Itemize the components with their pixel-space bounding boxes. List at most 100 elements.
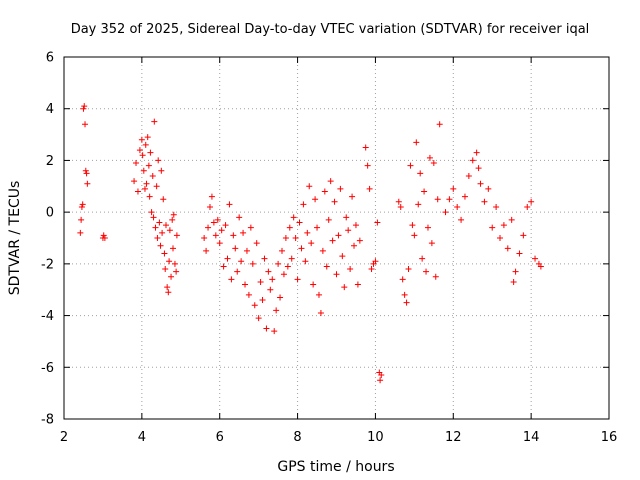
data-point [322, 188, 328, 194]
data-point [159, 230, 165, 236]
x-tick-label: 6 [216, 430, 224, 445]
data-point [261, 256, 267, 262]
data-point [273, 307, 279, 313]
data-point [170, 245, 176, 251]
data-point [232, 245, 238, 251]
y-tick-label: -2 [41, 257, 54, 272]
data-point [328, 178, 334, 184]
data-point [151, 214, 157, 220]
data-point [140, 152, 146, 158]
data-point [207, 204, 213, 210]
data-point [425, 225, 431, 231]
data-point [279, 248, 285, 254]
data-point [481, 199, 487, 205]
data-point [246, 292, 252, 298]
y-axis-label: SDTVAR / TECUs [7, 181, 23, 296]
y-tick-label: 4 [46, 102, 54, 117]
data-point [234, 269, 240, 275]
data-point [516, 251, 522, 257]
data-point [285, 263, 291, 269]
data-point [485, 186, 491, 192]
data-point [154, 235, 160, 241]
data-point [409, 222, 415, 228]
data-point [431, 160, 437, 166]
data-point [265, 269, 271, 275]
data-point [532, 256, 538, 262]
data-point [341, 284, 347, 290]
data-point [489, 225, 495, 231]
data-point [156, 219, 162, 225]
chart-title: Day 352 of 2025, Sidereal Day-to-day VTE… [71, 22, 590, 37]
data-point [149, 209, 155, 215]
data-point [310, 282, 316, 288]
data-point [221, 263, 227, 269]
data-point [429, 240, 435, 246]
data-point [154, 183, 160, 189]
data-point [406, 266, 412, 272]
data-point [297, 219, 303, 225]
scatter-chart: Day 352 of 2025, Sidereal Day-to-day VTE… [0, 0, 640, 480]
data-point [162, 266, 168, 272]
data-point [173, 269, 179, 275]
data-point [454, 204, 460, 210]
data-point [137, 147, 143, 153]
data-point [133, 160, 139, 166]
data-point [277, 294, 283, 300]
y-tick-label: 0 [46, 206, 54, 221]
data-point [437, 121, 443, 127]
data-point [404, 300, 410, 306]
data-point [293, 235, 299, 241]
data-point [135, 188, 141, 194]
data-point [337, 186, 343, 192]
data-point [219, 227, 225, 233]
data-point [363, 145, 369, 151]
x-axis-label: GPS time / hours [277, 459, 394, 475]
data-point [314, 225, 320, 231]
data-point [347, 266, 353, 272]
data-point [396, 199, 402, 205]
data-point [450, 186, 456, 192]
data-point [171, 212, 177, 218]
data-point [281, 271, 287, 277]
data-marks [77, 103, 544, 383]
x-tick-label: 4 [138, 430, 146, 445]
data-point [407, 163, 413, 169]
data-point [269, 276, 275, 282]
data-point [244, 248, 250, 254]
y-tick-label: -6 [41, 361, 54, 376]
data-point [306, 183, 312, 189]
data-point [236, 214, 242, 220]
data-point [353, 222, 359, 228]
data-point [355, 282, 361, 288]
data-point [435, 196, 441, 202]
data-point [160, 196, 166, 202]
data-point [203, 248, 209, 254]
data-point [142, 186, 148, 192]
data-point [242, 282, 248, 288]
data-point [300, 201, 306, 207]
x-tick-label: 14 [523, 430, 540, 445]
data-point [433, 274, 439, 280]
data-point [524, 204, 530, 210]
data-point [289, 256, 295, 262]
data-point [283, 235, 289, 241]
data-point [312, 196, 318, 202]
data-point [339, 253, 345, 259]
data-point [462, 194, 468, 200]
data-point [295, 276, 301, 282]
data-point [209, 194, 215, 200]
data-point [144, 181, 150, 187]
data-point [172, 261, 178, 267]
data-point [147, 194, 153, 200]
data-point [267, 287, 273, 293]
x-tick-label: 12 [445, 430, 462, 445]
data-point [318, 310, 324, 316]
data-point [343, 214, 349, 220]
data-point [417, 170, 423, 176]
data-point [145, 134, 151, 140]
data-point [131, 178, 137, 184]
data-point [400, 276, 406, 282]
data-point [158, 168, 164, 174]
x-tick-label: 16 [601, 430, 618, 445]
data-point [205, 225, 211, 231]
